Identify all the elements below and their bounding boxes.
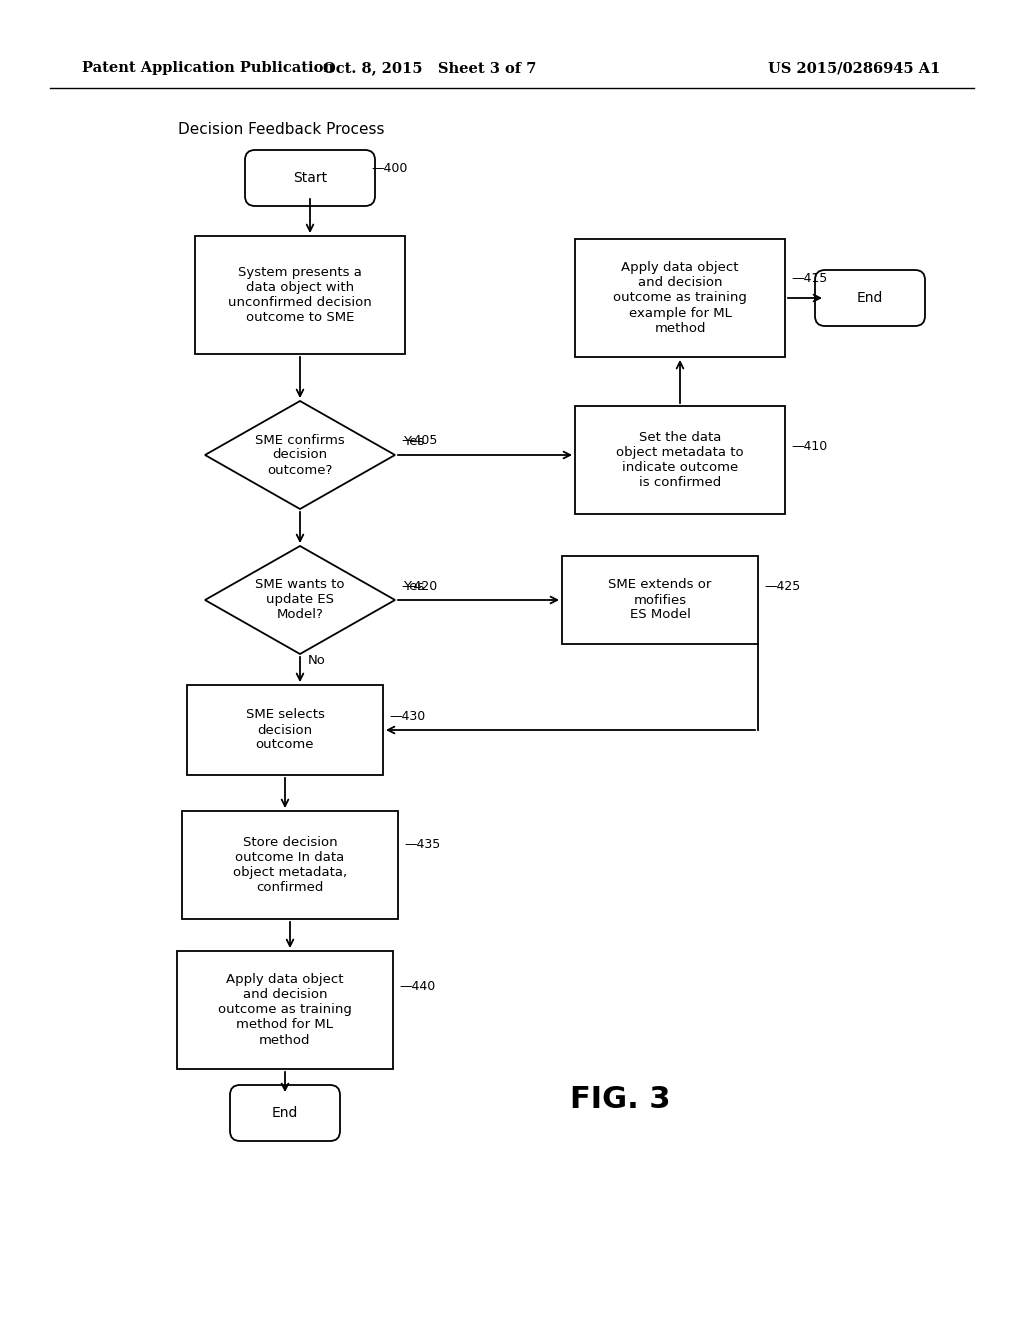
Text: SME selects
decision
outcome: SME selects decision outcome — [246, 709, 325, 751]
Text: —405: —405 — [401, 434, 437, 447]
FancyBboxPatch shape — [815, 271, 925, 326]
Text: —425: —425 — [764, 579, 800, 593]
FancyBboxPatch shape — [575, 239, 785, 356]
Text: Oct. 8, 2015   Sheet 3 of 7: Oct. 8, 2015 Sheet 3 of 7 — [324, 61, 537, 75]
FancyBboxPatch shape — [187, 685, 383, 775]
Text: Yes: Yes — [403, 436, 424, 447]
Text: US 2015/0286945 A1: US 2015/0286945 A1 — [768, 61, 940, 75]
Text: Patent Application Publication: Patent Application Publication — [82, 61, 334, 75]
FancyBboxPatch shape — [562, 556, 758, 644]
FancyBboxPatch shape — [245, 150, 375, 206]
Text: —400: —400 — [371, 161, 408, 174]
Text: System presents a
data object with
unconfirmed decision
outcome to SME: System presents a data object with uncon… — [228, 267, 372, 323]
Text: FIG. 3: FIG. 3 — [569, 1085, 671, 1114]
FancyBboxPatch shape — [195, 236, 406, 354]
Text: Set the data
object metadata to
indicate outcome
is confirmed: Set the data object metadata to indicate… — [616, 432, 743, 488]
Text: —430: —430 — [389, 710, 425, 722]
Text: —435: —435 — [404, 838, 440, 851]
Text: Store decision
outcome In data
object metadata,
confirmed: Store decision outcome In data object me… — [232, 836, 347, 894]
FancyBboxPatch shape — [182, 810, 398, 919]
FancyBboxPatch shape — [177, 950, 393, 1069]
Text: Yes: Yes — [403, 579, 424, 593]
Text: Apply data object
and decision
outcome as training
method for ML
method: Apply data object and decision outcome a… — [218, 974, 352, 1047]
FancyBboxPatch shape — [230, 1085, 340, 1140]
Text: End: End — [271, 1106, 298, 1119]
Text: Start: Start — [293, 172, 327, 185]
Text: Decision Feedback Process: Decision Feedback Process — [178, 123, 384, 137]
FancyBboxPatch shape — [575, 407, 785, 513]
Text: SME wants to
update ES
Model?: SME wants to update ES Model? — [255, 578, 345, 622]
Polygon shape — [205, 401, 395, 510]
Text: End: End — [857, 290, 883, 305]
Text: —440: —440 — [399, 979, 435, 993]
Text: Apply data object
and decision
outcome as training
example for ML
method: Apply data object and decision outcome a… — [613, 261, 746, 334]
Text: —420: —420 — [401, 579, 437, 593]
Text: No: No — [308, 653, 326, 667]
Text: —415: —415 — [791, 272, 827, 285]
Text: SME extends or
mofifies
ES Model: SME extends or mofifies ES Model — [608, 578, 712, 622]
Text: —410: —410 — [791, 440, 827, 453]
Text: SME confirms
decision
outcome?: SME confirms decision outcome? — [255, 433, 345, 477]
Polygon shape — [205, 546, 395, 653]
